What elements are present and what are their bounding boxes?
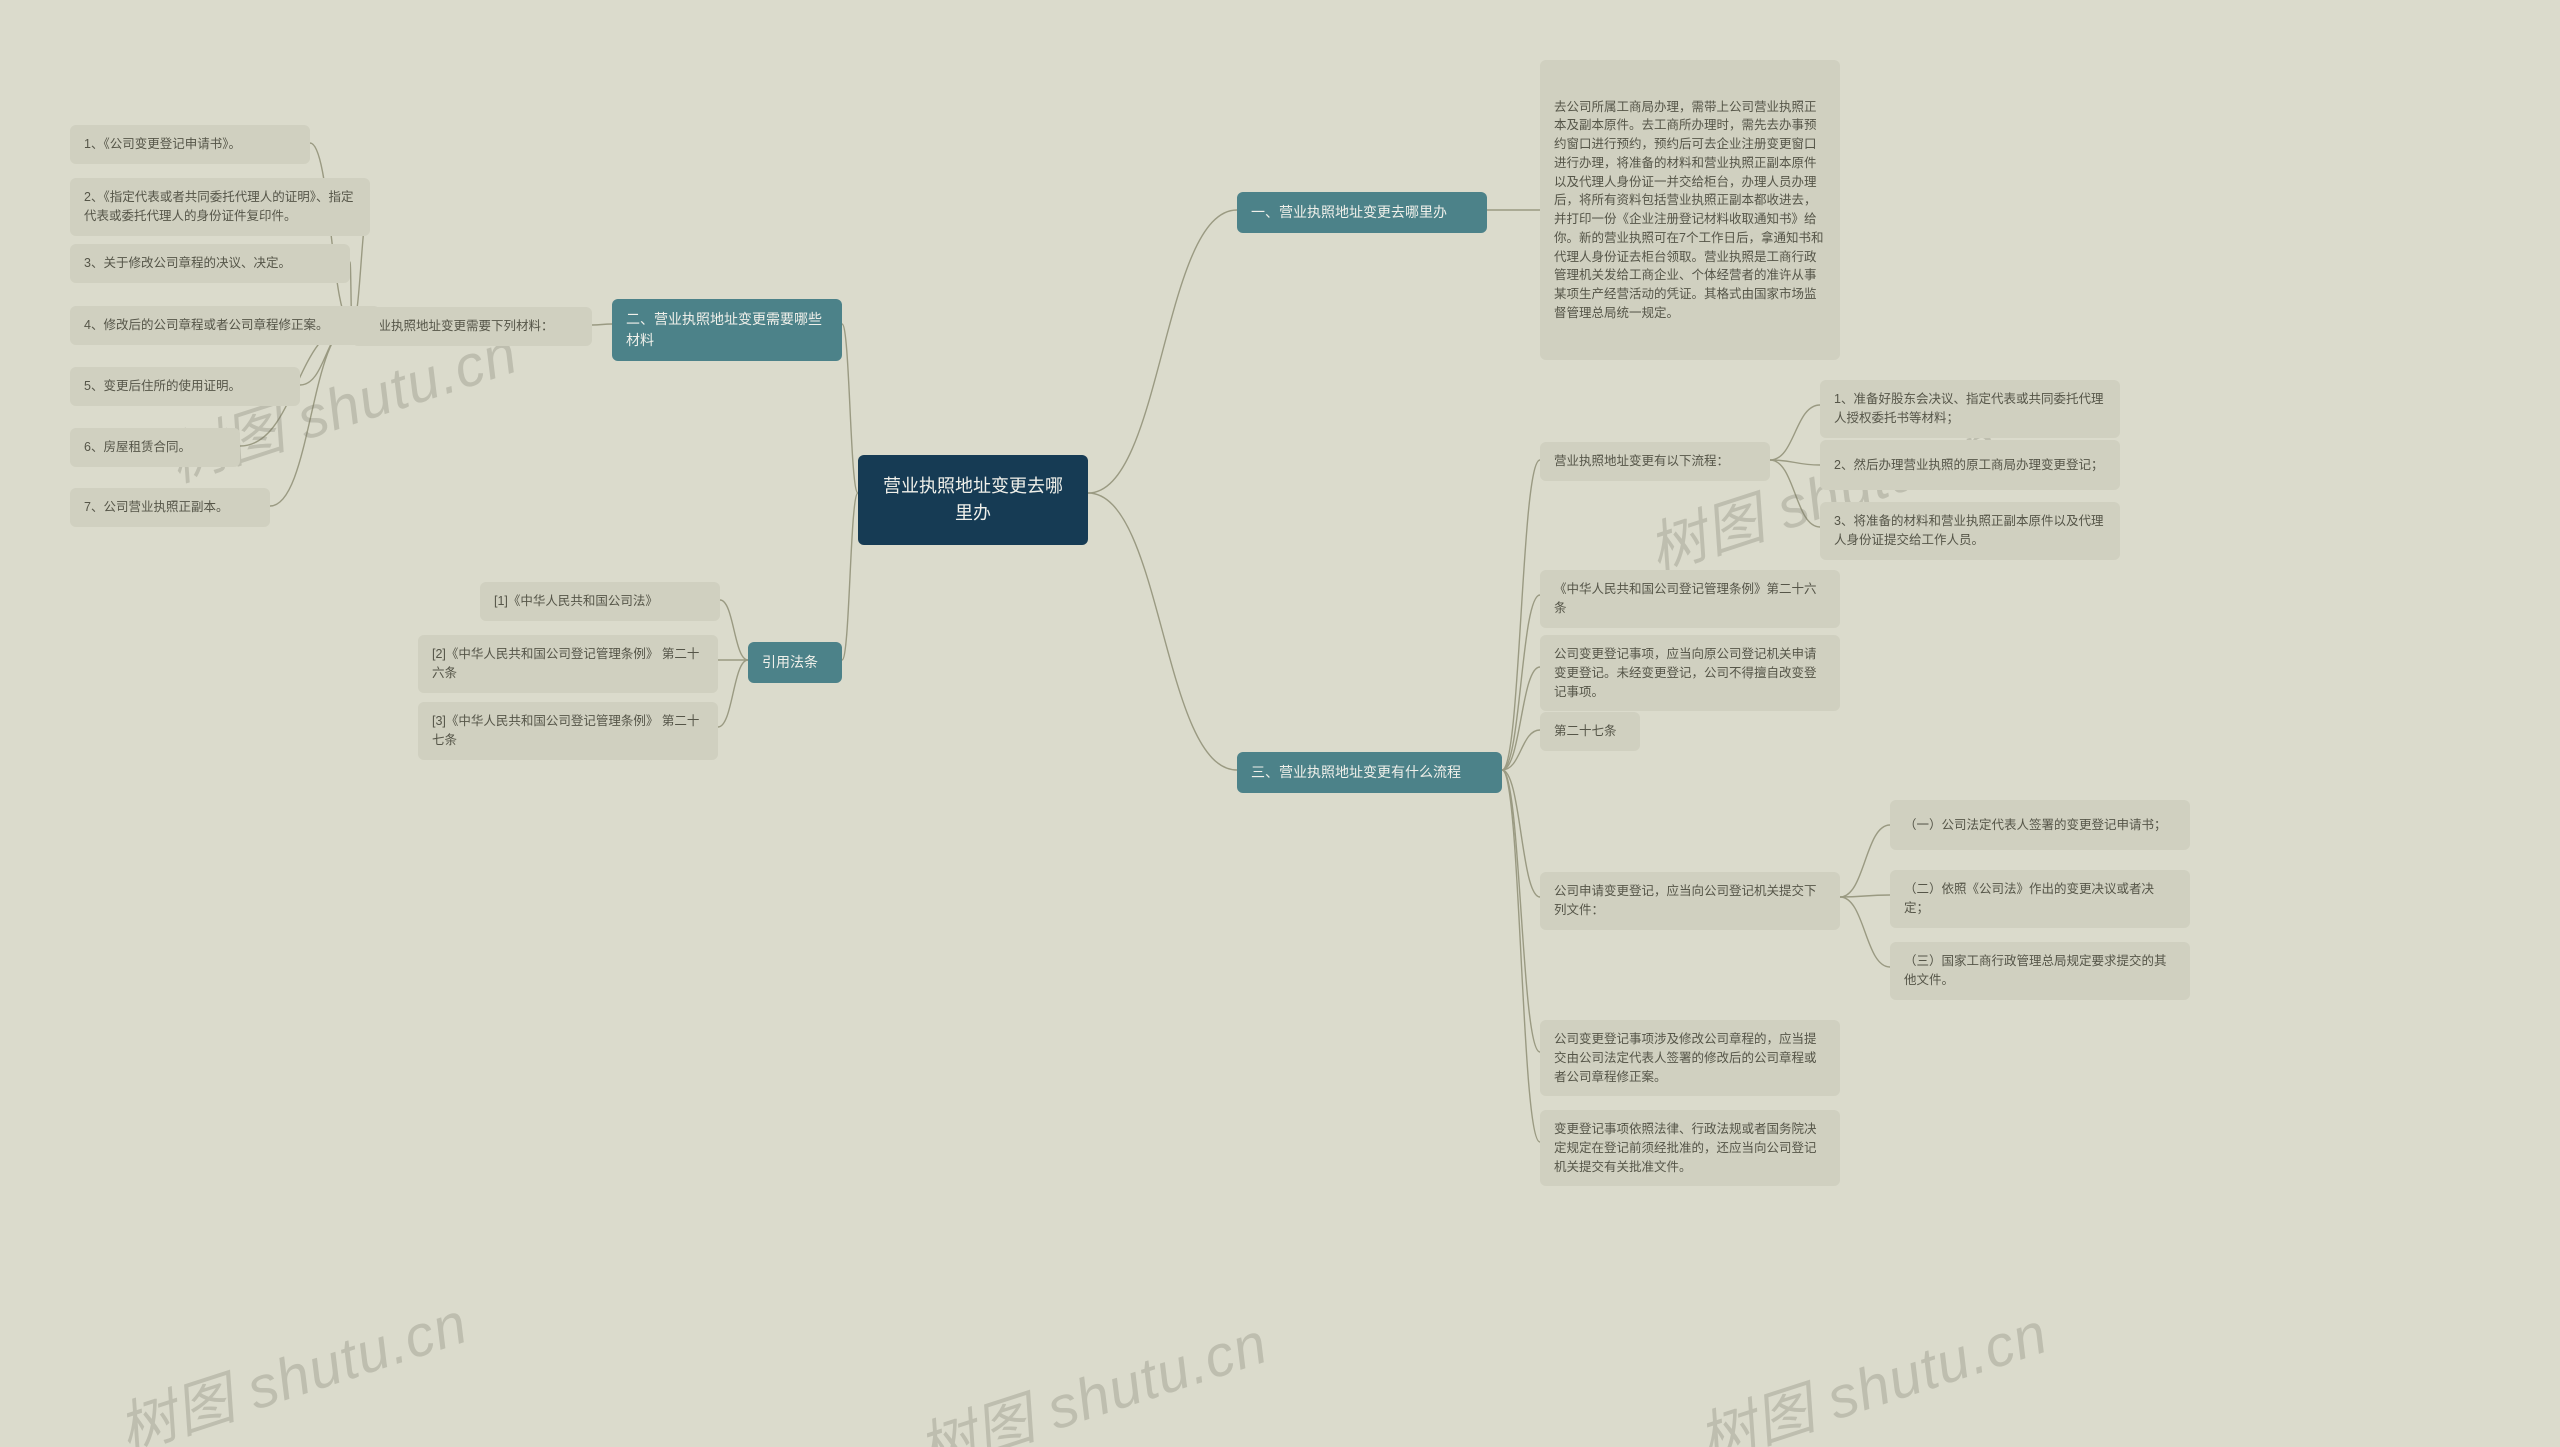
- node-lref1: [1]《中华人民共和国公司法》: [480, 582, 720, 621]
- node-lref2: [2]《中华人民共和国公司登记管理条例》 第二十六条: [418, 635, 718, 693]
- node-r3: 三、营业执照地址变更有什么流程: [1237, 752, 1502, 793]
- node-r3e: 公司申请变更登记，应当向公司登记机关提交下列文件：: [1540, 872, 1840, 930]
- node-l2: 二、营业执照地址变更需要哪些材料: [612, 299, 842, 361]
- node-r1a: 去公司所属工商局办理，需带上公司营业执照正本及副本原件。去工商所办理时，需先去办…: [1540, 60, 1840, 360]
- node-r3f: 公司变更登记事项涉及修改公司章程的，应当提交由公司法定代表人签署的修改后的公司章…: [1540, 1020, 1840, 1096]
- node-l2a1: 1、《公司变更登记申请书》。: [70, 125, 310, 164]
- watermark: 树图 shutu.cn: [106, 1276, 477, 1447]
- node-r1: 一、营业执照地址变更去哪里办: [1237, 192, 1487, 233]
- node-r3b: 《中华人民共和国公司登记管理条例》第二十六条: [1540, 570, 1840, 628]
- node-lref3: [3]《中华人民共和国公司登记管理条例》 第二十七条: [418, 702, 718, 760]
- node-r3a1: 1、准备好股东会决议、指定代表或共同委托代理人授权委托书等材料；: [1820, 380, 2120, 438]
- node-l2a5: 5、变更后住所的使用证明。: [70, 367, 300, 406]
- node-r3e2: （二）依照《公司法》作出的变更决议或者决定；: [1890, 870, 2190, 928]
- node-l2a6: 6、房屋租赁合同。: [70, 428, 240, 467]
- node-r3e1: （一）公司法定代表人签署的变更登记申请书；: [1890, 800, 2190, 850]
- node-r3e3: （三）国家工商行政管理总局规定要求提交的其他文件。: [1890, 942, 2190, 1000]
- node-r3a3: 3、将准备的材料和营业执照正副本原件以及代理人身份证提交给工作人员。: [1820, 502, 2120, 560]
- node-r3g: 变更登记事项依照法律、行政法规或者国务院决定规定在登记前须经批准的，还应当向公司…: [1540, 1110, 1840, 1186]
- node-r3c: 公司变更登记事项，应当向原公司登记机关申请变更登记。未经变更登记，公司不得擅自改…: [1540, 635, 1840, 711]
- node-r3d: 第二十七条: [1540, 712, 1640, 751]
- watermark: 树图 shutu.cn: [906, 1296, 1277, 1447]
- node-l2a7: 7、公司营业执照正副本。: [70, 488, 270, 527]
- node-l2a3: 3、关于修改公司章程的决议、决定。: [70, 244, 350, 283]
- node-l2a: 营业执照地址变更需要下列材料：: [352, 307, 592, 346]
- node-l2a2: 2、《指定代表或者共同委托代理人的证明》、指定代表或委托代理人的身份证件复印件。: [70, 178, 370, 236]
- node-l2a4: 4、修改后的公司章程或者公司章程修正案。: [70, 306, 380, 345]
- node-r3a2: 2、然后办理营业执照的原工商局办理变更登记；: [1820, 440, 2120, 490]
- node-lref: 引用法条: [748, 642, 842, 683]
- mindmap-canvas: 树图 shutu.cn 树图 shutu.cn 树图 shutu.cn 树图 s…: [0, 0, 2560, 1447]
- watermark: 树图 shutu.cn: [1686, 1286, 2057, 1447]
- node-r3a: 营业执照地址变更有以下流程：: [1540, 442, 1770, 481]
- root-node: 营业执照地址变更去哪里办: [858, 455, 1088, 545]
